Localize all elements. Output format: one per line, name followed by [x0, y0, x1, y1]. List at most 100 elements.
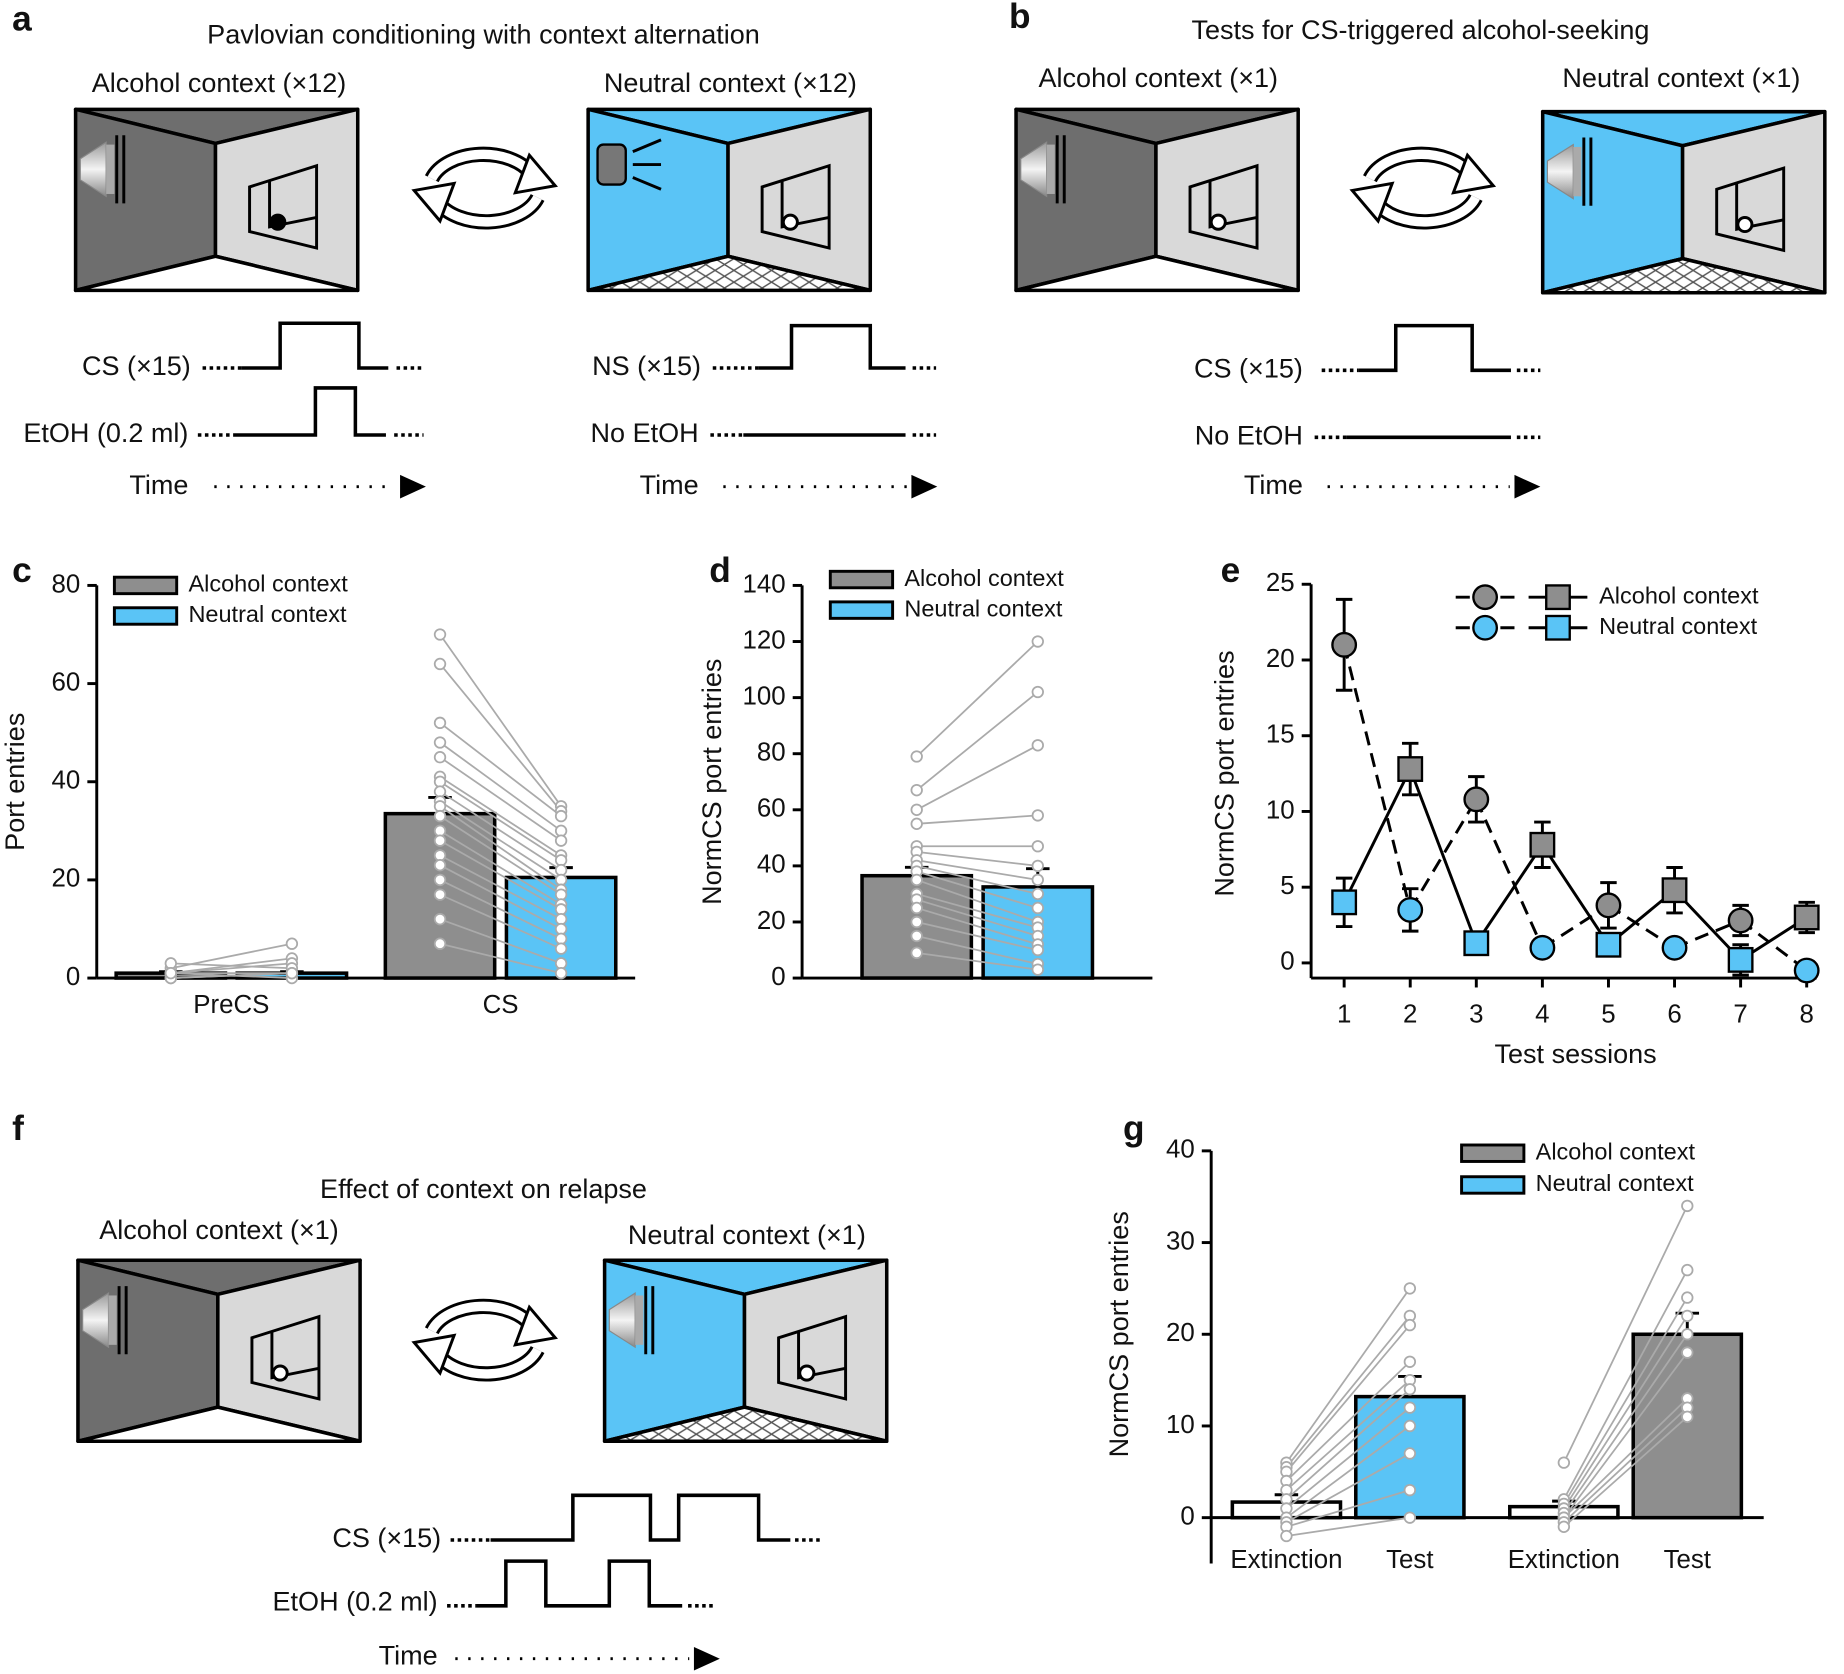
chamber-floor [1540, 256, 1827, 295]
light-ray [632, 176, 662, 191]
waveform [241, 321, 389, 370]
subject-point [1031, 840, 1044, 853]
legend-label: Neutral context [904, 595, 1063, 621]
waveform [1358, 323, 1511, 373]
timeline-label: No EtOH [591, 418, 699, 448]
subject-line [1286, 1516, 1410, 1537]
marker [1595, 892, 1622, 919]
subject-point [910, 915, 923, 929]
legend-label: Alcohol context [188, 571, 348, 597]
timeline-label: CS (×15) [82, 351, 191, 381]
subject-point [1280, 1529, 1293, 1543]
subject-point [433, 716, 447, 730]
y-tick-label: 20 [52, 865, 81, 893]
cycle-arc [1372, 195, 1480, 227]
subject-point [1403, 1419, 1417, 1433]
context-label: Alcohol context (×1) [99, 1215, 339, 1245]
context-label: Alcohol context (×12) [92, 68, 347, 98]
waveform [758, 323, 906, 370]
line-segment [1474, 798, 1544, 949]
x-tick-label: 6 [1667, 1001, 1681, 1029]
panel-letter: d [709, 551, 731, 590]
subject-point [910, 803, 923, 816]
subject-point [433, 657, 447, 671]
subject-line [1285, 1379, 1411, 1491]
legend-swatch [112, 575, 179, 596]
speaker [1020, 141, 1048, 198]
legend-label: Neutral context [1599, 613, 1758, 639]
time-arrowhead [1514, 474, 1541, 499]
legend-marker [1472, 584, 1499, 611]
cycle-arrowhead [512, 1304, 558, 1347]
subject-line [1563, 1297, 1689, 1505]
y-tick-label: 20 [1166, 1319, 1195, 1347]
subject-point [1403, 1383, 1417, 1396]
subject-point [554, 942, 568, 955]
subject-point [1681, 1199, 1694, 1213]
subject-point [554, 966, 568, 980]
subject-point [433, 873, 447, 887]
subject-line [1563, 1416, 1688, 1528]
y-tick-label: 140 [742, 570, 785, 598]
subject-point [433, 628, 447, 641]
line-segment [1541, 904, 1610, 950]
subject-point [1403, 1355, 1417, 1368]
port-inner [797, 1331, 846, 1380]
legend-swatch [112, 606, 179, 626]
subject-line [439, 942, 562, 975]
x-tick-label: Test [1664, 1546, 1711, 1574]
subject-point [433, 859, 447, 872]
subject-point [1403, 1483, 1417, 1497]
speaker-base [635, 1295, 644, 1345]
subject-point [433, 937, 447, 950]
port [760, 163, 831, 250]
y-tick-label: 10 [1266, 796, 1295, 824]
subject-point [1403, 1511, 1417, 1524]
x-axis-label: Test sessions [1495, 1039, 1657, 1069]
y-tick-label: 80 [757, 739, 786, 767]
y-tick-label: 5 [1280, 872, 1294, 900]
marker [1463, 930, 1490, 957]
subject-line [916, 898, 1039, 937]
subject-line [439, 815, 562, 896]
marker [1397, 896, 1424, 923]
time-arrowhead [400, 474, 426, 499]
speaker-base [106, 144, 115, 194]
chamber-floor [586, 254, 873, 293]
speaker [608, 1292, 636, 1349]
x-tick-label: 5 [1601, 1001, 1615, 1029]
subject-point [1557, 1456, 1571, 1469]
legend-swatch [828, 569, 895, 590]
y-axis-label: NormCS port entries [1210, 650, 1240, 896]
cycle-arc [1365, 149, 1474, 182]
subject-point [910, 929, 923, 943]
x-tick-label: 7 [1733, 1001, 1747, 1029]
context-label: Neutral context (×12) [604, 68, 857, 98]
timeline-label: No EtOH [1195, 420, 1303, 450]
port-inner [1208, 181, 1258, 229]
subject-line [916, 865, 1038, 895]
x-tick-label: 2 [1403, 1001, 1417, 1029]
timeline-label: Time [640, 470, 699, 500]
marker [1397, 756, 1424, 782]
y-axis-label: NormCS port entries [1104, 1211, 1134, 1457]
subject-point [1031, 809, 1044, 822]
subject-line [916, 879, 1039, 923]
subject-point [433, 736, 447, 749]
legend-label: Neutral context [1536, 1170, 1695, 1196]
subject-point [1681, 1291, 1694, 1304]
subject-point [1403, 1282, 1417, 1295]
chamber-floor [1014, 254, 1300, 293]
subject-point [285, 966, 299, 980]
subject-line [439, 741, 562, 832]
panel-letter: a [12, 0, 32, 38]
y-tick-label: 40 [1166, 1136, 1195, 1164]
subject-line [439, 893, 562, 950]
speaker [82, 1292, 110, 1349]
speaker [1546, 143, 1574, 200]
cycle-arc [427, 1301, 536, 1334]
timeline-label: Time [379, 1641, 438, 1671]
subject-point [1681, 1346, 1694, 1359]
x-tick-label: 1 [1337, 1001, 1351, 1029]
marker [1529, 831, 1556, 858]
